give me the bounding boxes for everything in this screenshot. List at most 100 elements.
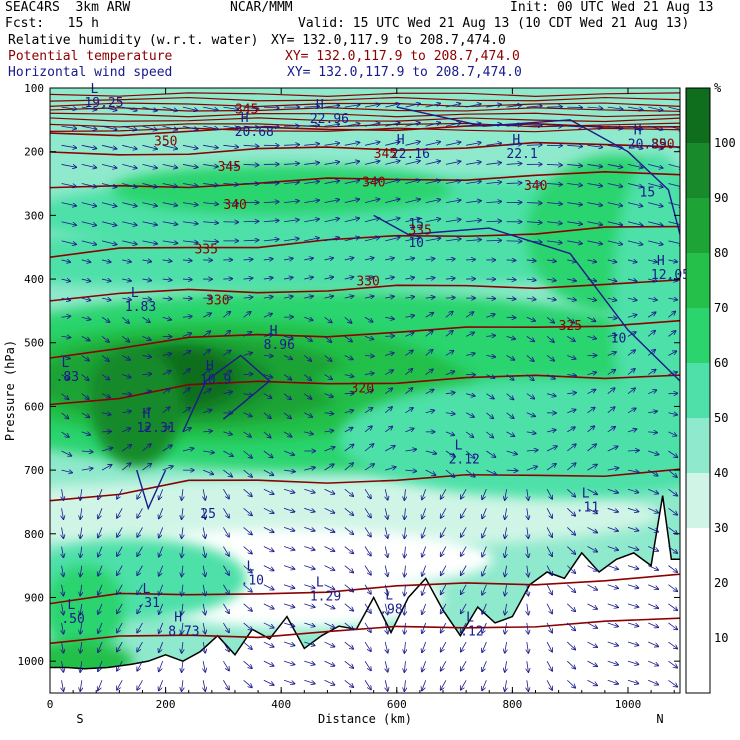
wind-arrow (137, 527, 143, 537)
wind-arrow (465, 450, 474, 458)
wind-arrow (607, 407, 615, 414)
wind-arrow (567, 316, 574, 323)
wind-arrow (567, 126, 582, 127)
wind-arrow (445, 351, 454, 356)
colorbar-tick-label: 30 (714, 521, 728, 535)
wind-arrow (182, 222, 198, 224)
wind-arrow (364, 355, 374, 356)
wind-arrow (567, 279, 576, 281)
wind-arrow (98, 489, 103, 499)
theta-upper-contour (50, 96, 680, 102)
wind-arrow (482, 584, 487, 595)
wind-arrow (243, 145, 259, 146)
wind-arrow (142, 279, 151, 281)
wind-arrow (223, 371, 231, 375)
wind-arrow (101, 448, 112, 452)
wind-arrow (648, 488, 658, 493)
wind-arrow (587, 426, 595, 433)
wind-arrow (506, 393, 514, 400)
wind-arrow (344, 336, 352, 341)
theta-contour-8 (50, 573, 680, 605)
wind-arrow (122, 202, 137, 207)
wind-arrow (648, 106, 663, 110)
wind-arrow (445, 311, 453, 318)
wind-arrow (461, 603, 467, 614)
wind-arrow (405, 388, 412, 394)
wind-arrow (159, 641, 164, 652)
wind-arrow (668, 584, 677, 592)
wind-arrow (461, 527, 467, 537)
wind-arrow (304, 565, 314, 569)
wind-arrow (122, 428, 130, 433)
rh-region (91, 346, 182, 467)
wind-arrow (117, 565, 123, 576)
wind-arrow (304, 144, 319, 146)
wind-arrow (304, 106, 319, 107)
wind-arrow (627, 527, 638, 530)
org-label: NCAR/MMM (230, 0, 293, 15)
wind-arrow (422, 489, 427, 499)
wind-arrow (344, 218, 360, 223)
wind-arrow (567, 410, 575, 413)
wind-arrow (304, 317, 312, 320)
wind-arrow (587, 527, 598, 532)
extremum-value: 19.25 (84, 96, 123, 111)
extremum-value: 2.12 (449, 453, 480, 468)
wind-arrow (422, 546, 427, 557)
wind-arrow (182, 388, 190, 394)
terrain-mask (50, 495, 680, 693)
wind-arrow (223, 145, 238, 147)
theta-contour-7 (50, 468, 680, 502)
wind-arrow (627, 350, 635, 356)
wind-arrow (324, 394, 333, 397)
wind-arrow (98, 565, 103, 576)
wind-arrow (445, 200, 461, 203)
wind-arrow (607, 446, 618, 452)
wind-arrow (505, 565, 507, 577)
wind-arrow (344, 527, 354, 534)
wind-arrow (547, 260, 556, 261)
wind-arrow (324, 258, 334, 260)
wind-arrow (627, 144, 643, 148)
wind-arrow (344, 105, 360, 107)
wind-arrow (405, 470, 416, 471)
y-tick-label: 300 (24, 209, 44, 222)
wind-arrow (527, 565, 529, 577)
high-marker: H (512, 133, 520, 148)
wind-isotach-3 (136, 469, 167, 511)
wind-arrow (607, 240, 623, 245)
wind-arrow (324, 336, 332, 342)
wind-arrow (506, 279, 516, 280)
wind-arrow (304, 412, 312, 417)
wind-arrow (283, 527, 294, 530)
wind-arrow (567, 622, 575, 631)
wind-arrow (122, 445, 131, 452)
wind-arrow (607, 352, 616, 356)
wind-arrow (486, 182, 501, 184)
colorbar-swatch (686, 143, 710, 198)
wind-arrow (98, 622, 103, 633)
north-label: N (656, 712, 663, 726)
wind-arrow (284, 470, 295, 472)
wind-arrow (364, 546, 371, 556)
wind-arrow (182, 260, 192, 261)
wind-arrow (486, 412, 493, 419)
wind-arrow (263, 679, 274, 685)
wind-arrow (405, 449, 416, 451)
wind-arrow (466, 181, 481, 183)
wind-arrow (567, 444, 576, 452)
wind-arrow (142, 426, 149, 433)
wind-arrow (364, 641, 371, 651)
wind-arrow (62, 565, 64, 577)
wind-arrow (607, 279, 617, 281)
wind-arrow (465, 431, 473, 437)
wind-arrow (61, 126, 77, 128)
wind-arrow (648, 432, 657, 433)
wind-arrow (405, 238, 420, 242)
wind-arrow (405, 315, 414, 317)
wind-arrow (607, 335, 617, 336)
wind-arrow (668, 221, 680, 226)
wind-arrow (587, 126, 603, 128)
wind-arrow (162, 125, 178, 130)
wind-arrow (607, 488, 618, 493)
